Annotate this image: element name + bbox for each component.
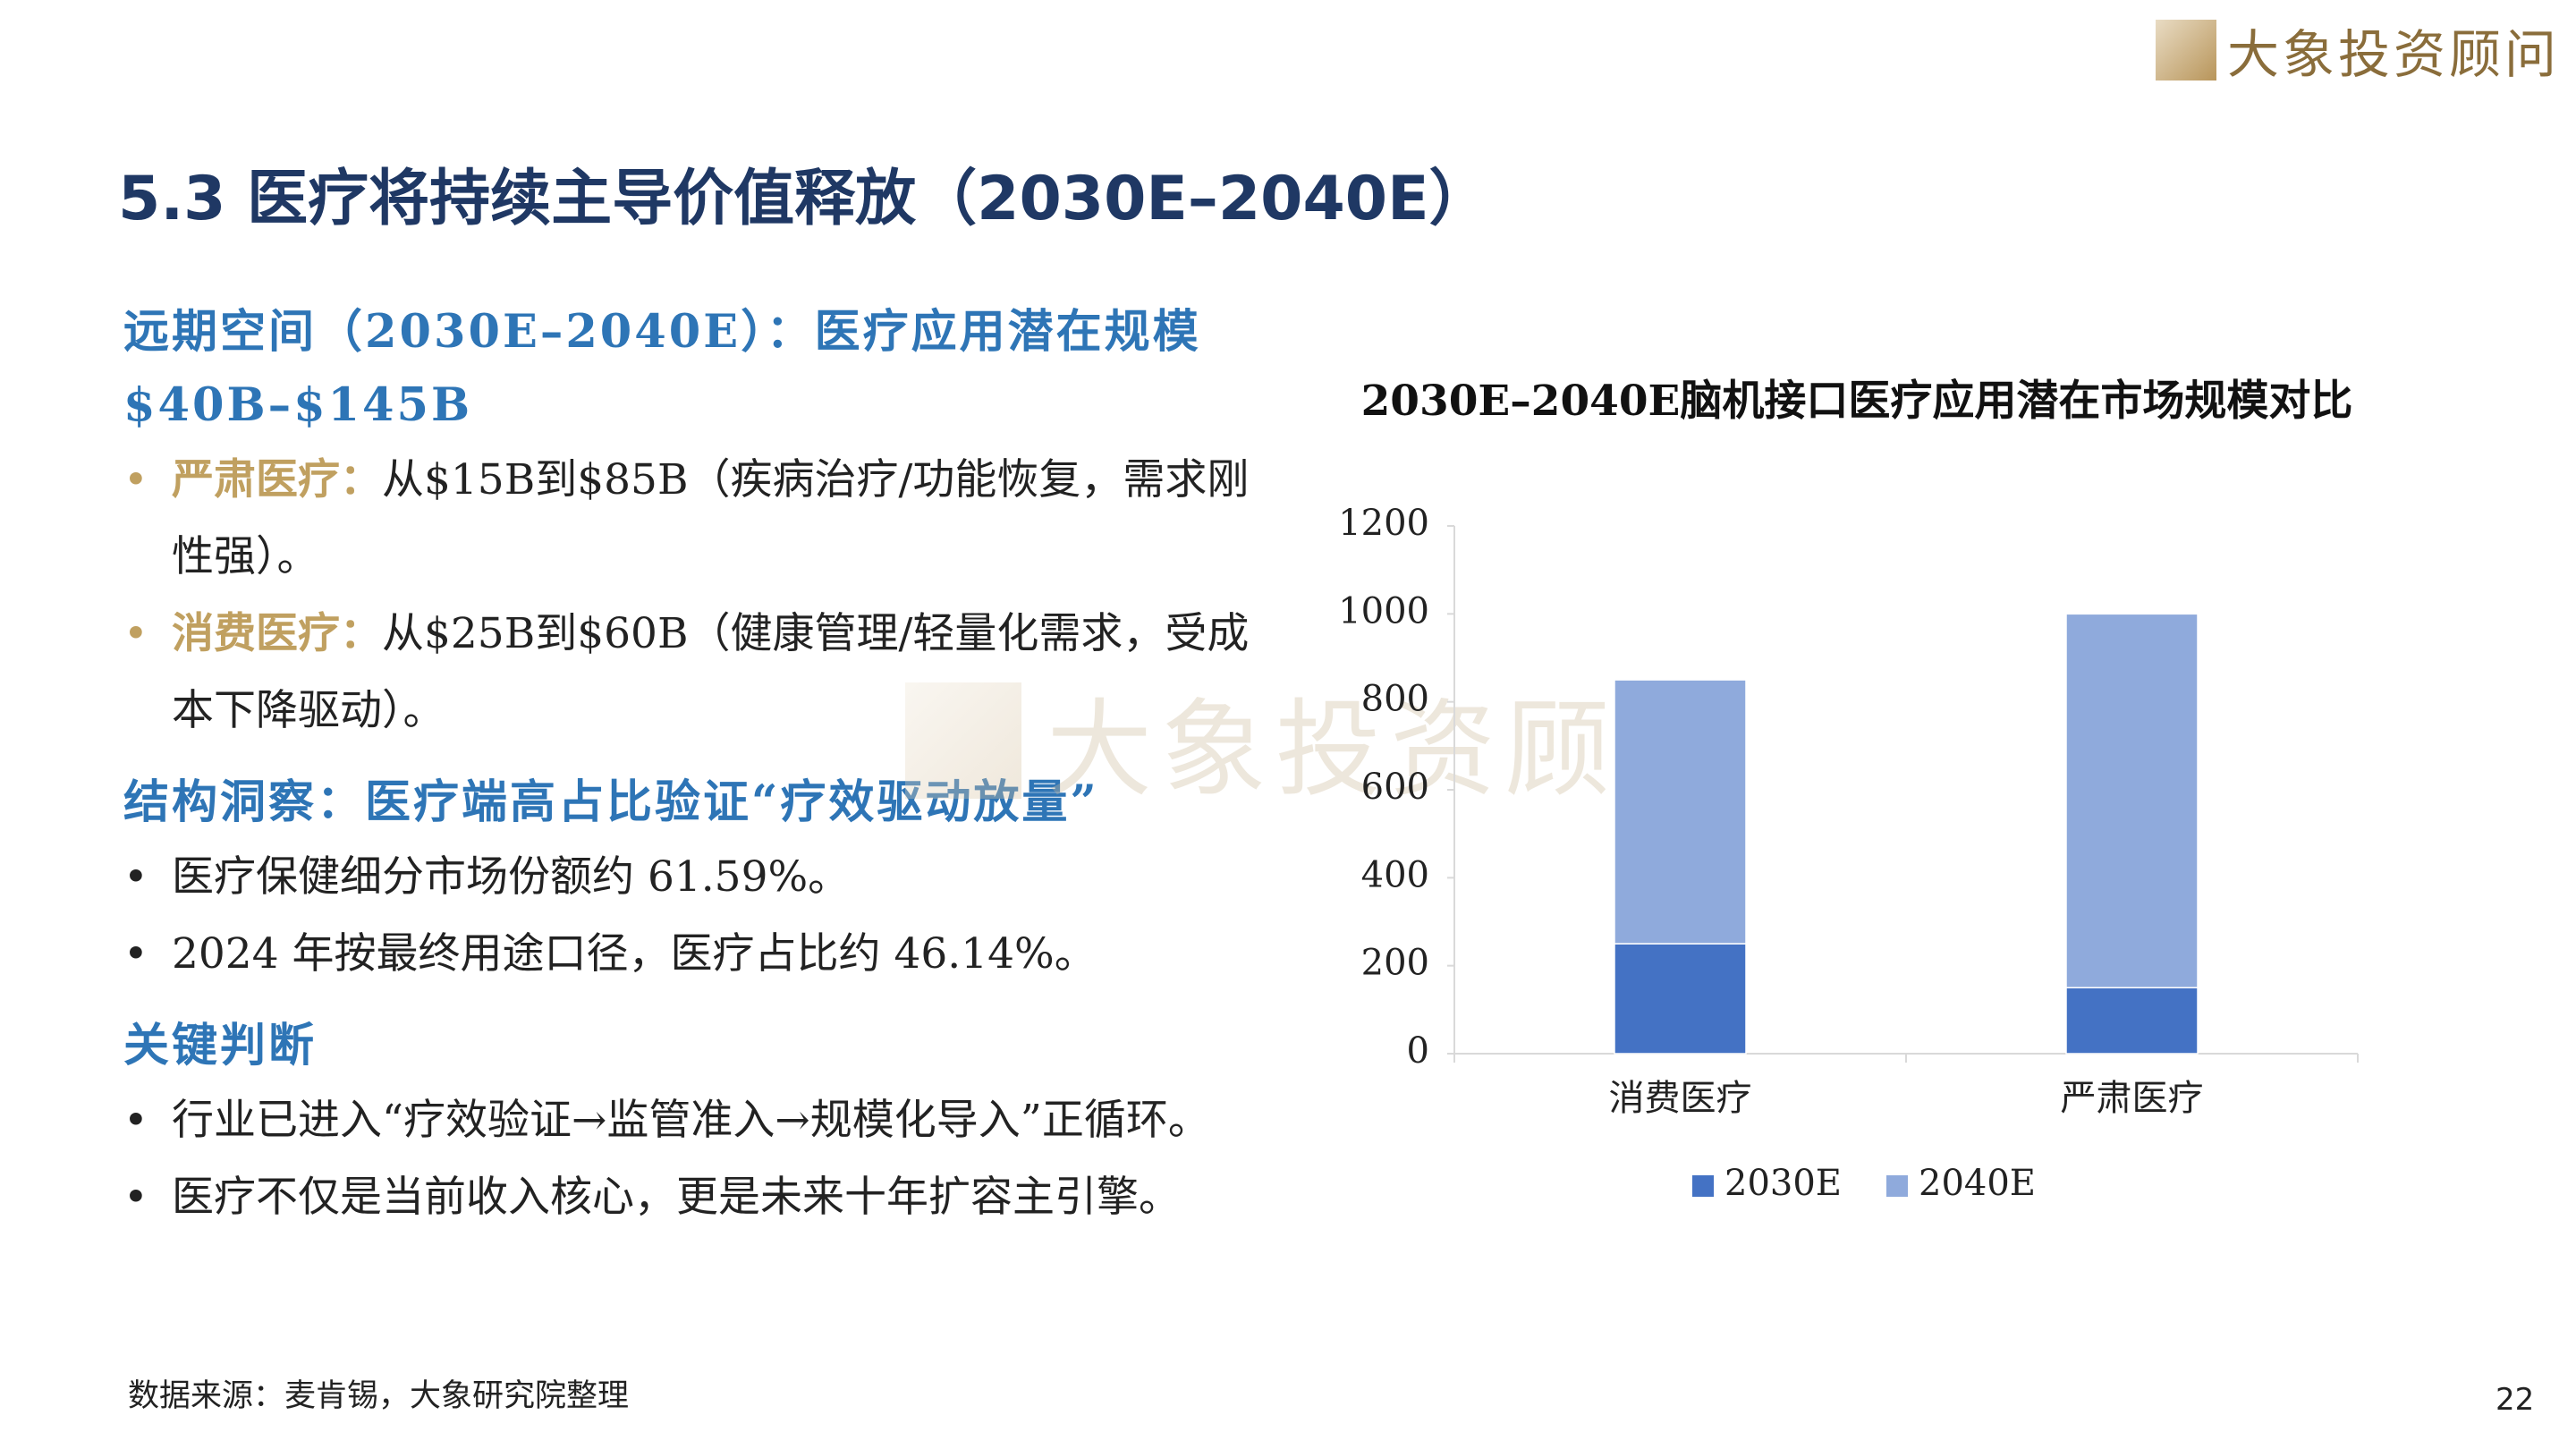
legend-swatch <box>1886 1175 1908 1197</box>
page-number: 22 <box>2496 1382 2535 1418</box>
bullet-text: 医疗保健细分市场份额约 61.59%。 <box>172 852 851 902</box>
y-tick-label: 0 <box>1407 1030 1429 1072</box>
legend-swatch <box>1692 1175 1714 1197</box>
y-tick-label: 800 <box>1361 679 1429 720</box>
bullet-item: 2024 年按最终用途口径，医疗占比约 46.14%。 <box>123 916 1277 993</box>
bullet-item: 医疗保健细分市场份额约 61.59%。 <box>123 839 1277 916</box>
logo: 大象投资顾问 <box>2156 16 2560 85</box>
slide-title: 5.3 医疗将持续主导价值释放（2030E–2040E） <box>118 164 1490 234</box>
y-tick-label: 1000 <box>1338 590 1429 631</box>
watermark: 大象投资顾问 <box>905 664 1733 817</box>
bar-segment <box>2065 613 2199 988</box>
bullet-label: 严肃医疗： <box>172 455 382 504</box>
section: 关键判断行业已进入“疗效验证→监管准入→规模化导入”正循环。医疗不仅是当前收入核… <box>123 1009 1277 1236</box>
y-tick-label: 200 <box>1361 943 1429 984</box>
y-tick-label: 1200 <box>1338 503 1429 544</box>
bullet-text: 医疗不仅是当前收入核心，更是未来十年扩容主引擎。 <box>172 1173 1181 1222</box>
y-tick-label: 600 <box>1361 767 1429 808</box>
chart-title: 2030E–2040E脑机接口医疗应用潜在市场规模对比 <box>1361 377 2353 426</box>
y-tick-label: 400 <box>1361 854 1429 895</box>
bullet-item: 医疗不仅是当前收入核心，更是未来十年扩容主引擎。 <box>123 1159 1277 1236</box>
text-column: 远期空间（2030E–2040E）：医疗应用潜在规模 $40B–$145B严肃医… <box>123 295 1277 1252</box>
section: 远期空间（2030E–2040E）：医疗应用潜在规模 $40B–$145B严肃医… <box>123 295 1277 750</box>
bullet-text: 行业已进入“疗效验证→监管准入→规模化导入”正循环。 <box>172 1096 1210 1145</box>
bullet-text: 从$15B到$85B（疾病治疗/功能恢复，需求刚性强）。 <box>172 455 1250 581</box>
logo-text: 大象投资顾问 <box>2227 24 2561 85</box>
section: 结构洞察：医疗端高占比验证“疗效驱动放量” 医疗保健细分市场份额约 61.59%。… <box>123 766 1277 993</box>
bar-segment <box>1614 943 1747 1055</box>
bullet-item: 行业已进入“疗效验证→监管准入→规模化导入”正循环。 <box>123 1082 1277 1159</box>
bullet-label: 消费医疗： <box>172 609 382 658</box>
bullet-item: 消费医疗：从$25B到$60B（健康管理/轻量化需求，受成本下降驱动）。 <box>123 596 1277 750</box>
legend-label: 2040E <box>1919 1163 2036 1204</box>
section-heading: 关键判断 <box>123 1019 318 1072</box>
source-note: 数据来源：麦肯锡，大象研究院整理 <box>128 1378 630 1414</box>
bullet-item: 严肃医疗：从$15B到$85B（疾病治疗/功能恢复，需求刚性强）。 <box>123 442 1277 596</box>
watermark-text: 大象投资顾问 <box>1046 688 1734 811</box>
bullet-list: 医疗保健细分市场份额约 61.59%。 2024 年按最终用途口径，医疗占比约 4… <box>123 839 1277 993</box>
legend-label: 2030E <box>1724 1163 1842 1204</box>
bullet-list: 严肃医疗：从$15B到$85B（疾病治疗/功能恢复，需求刚性强）。消费医疗：从$… <box>123 442 1277 750</box>
x-tick-label: 严肃医疗 <box>2061 1078 2204 1119</box>
bar-segment <box>1614 679 1747 945</box>
bullet-list: 行业已进入“疗效验证→监管准入→规模化导入”正循环。医疗不仅是当前收入核心，更是… <box>123 1082 1277 1236</box>
bullet-text: 2024 年按最终用途口径，医疗占比约 46.14%。 <box>172 929 1097 979</box>
bullet-text: 从$25B到$60B（健康管理/轻量化需求，受成本下降驱动）。 <box>172 609 1250 735</box>
x-tick-label: 消费医疗 <box>1609 1078 1752 1119</box>
section-heading: 结构洞察：医疗端高占比验证“疗效驱动放量” <box>123 775 1099 829</box>
section-heading: 远期空间（2030E–2040E）：医疗应用潜在规模 $40B–$145B <box>123 305 1201 432</box>
bar-segment <box>2065 987 2199 1055</box>
